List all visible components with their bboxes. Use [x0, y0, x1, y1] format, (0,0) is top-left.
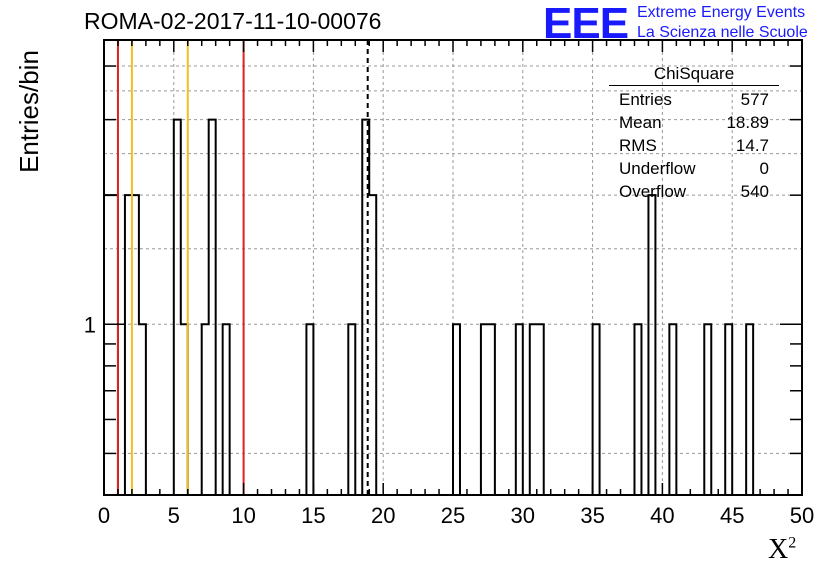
histogram-bin	[704, 324, 711, 495]
stats-box: ChiSquare Entries 577 Mean 18.89 RMS 14.7 U…	[609, 64, 779, 203]
histogram-bin	[537, 324, 544, 495]
x-tick-label: 10	[231, 503, 255, 528]
x-tick-label: 35	[580, 503, 604, 528]
histogram-bin	[634, 324, 641, 495]
histogram-bin	[746, 324, 753, 495]
histogram-bin	[369, 195, 376, 495]
histogram-bin	[453, 324, 460, 495]
chart-title: ROMA-02-2017-11-10-00076	[84, 8, 382, 34]
histogram-bin	[648, 195, 655, 495]
histogram-bin	[488, 324, 495, 495]
histogram-bin	[223, 324, 230, 495]
histogram-bin	[111, 195, 118, 495]
x-tick-label: 20	[371, 503, 395, 528]
stats-row-entries: Entries 577	[609, 88, 779, 111]
stats-row-underflow: Underflow 0	[609, 157, 779, 180]
x-axis-label-text: X	[768, 534, 789, 565]
histogram-bin	[209, 120, 216, 495]
histogram-bin	[306, 324, 313, 495]
histogram-bin	[202, 324, 209, 495]
histogram-bin	[104, 195, 111, 495]
x-tick-label: 5	[168, 503, 180, 528]
stats-label: Mean	[619, 113, 662, 132]
stats-value: 14.7	[735, 136, 769, 155]
stats-value: 18.89	[726, 113, 769, 132]
x-axis-label: X2	[768, 534, 796, 566]
y-axis-label-box: Entries/bin	[8, 40, 44, 180]
logo-caption-line1: Extreme Energy Events	[637, 4, 806, 21]
x-tick-label: 30	[511, 503, 535, 528]
stats-value: 540	[740, 182, 769, 201]
histogram-bin	[132, 195, 139, 495]
stats-label: RMS	[619, 136, 657, 155]
histogram-bin	[139, 324, 146, 495]
stats-title: ChiSquare	[609, 64, 779, 86]
histogram-bin	[125, 195, 132, 495]
histogram-bin	[174, 120, 181, 495]
histogram-bin	[348, 324, 355, 495]
histogram-bin	[181, 324, 188, 495]
y-tick-label: 1	[84, 312, 96, 337]
x-tick-label: 50	[790, 503, 814, 528]
histogram-bin	[516, 324, 523, 495]
histogram-bin	[669, 324, 676, 495]
logo-caption-line2: La Scienza nelle Scuole	[637, 24, 808, 41]
x-axis-label-superscript: 2	[788, 534, 797, 552]
stats-label: Underflow	[619, 159, 696, 178]
eee-logo: EEE	[543, 0, 629, 48]
stats-row-overflow: Overflow 540	[609, 180, 779, 203]
stats-row-mean: Mean 18.89	[609, 111, 779, 134]
histogram-bin	[725, 324, 732, 495]
stats-label: Overflow	[619, 182, 687, 201]
x-tick-label: 0	[98, 503, 110, 528]
histogram-bin	[481, 324, 488, 495]
x-tick-label: 40	[650, 503, 674, 528]
x-tick-label: 25	[441, 503, 465, 528]
stats-row-rms: RMS 14.7	[609, 134, 779, 157]
stats-value: 577	[740, 90, 769, 109]
x-tick-label: 15	[301, 503, 325, 528]
y-axis-label: Entries/bin	[13, 50, 44, 173]
x-tick-label: 45	[720, 503, 744, 528]
stats-value: 0	[759, 159, 769, 178]
histogram-bin	[593, 324, 600, 495]
stats-label: Entries	[619, 90, 672, 109]
histogram-bin	[530, 324, 537, 495]
